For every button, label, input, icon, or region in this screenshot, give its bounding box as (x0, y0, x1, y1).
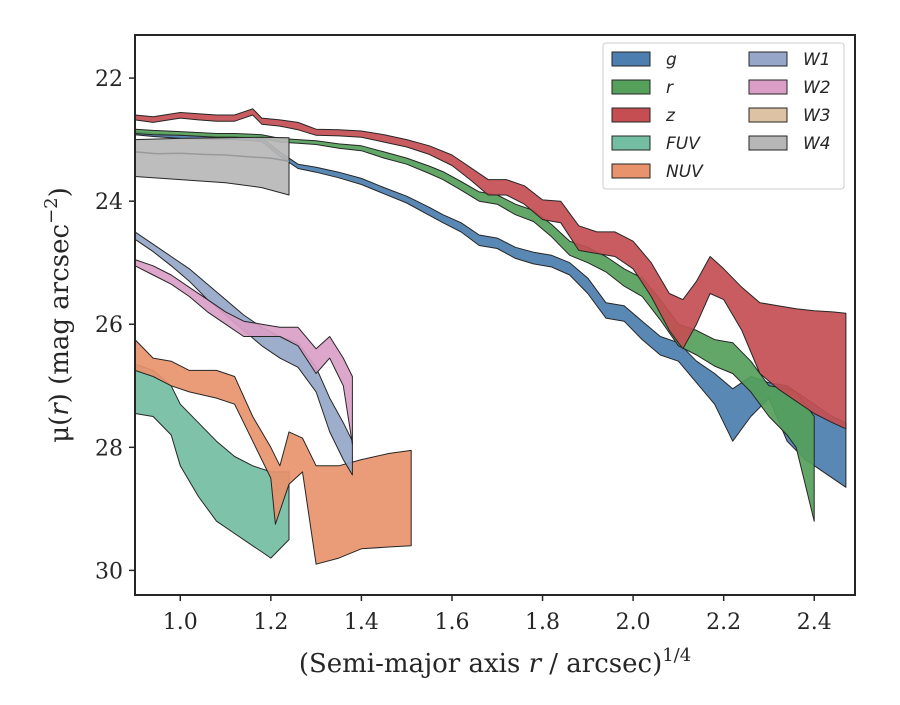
legend-item-z: z (611, 106, 676, 126)
y-tick-label: 26 (95, 313, 123, 338)
legend-item-w4: W4 (748, 134, 831, 154)
y-tick-label: 22 (95, 67, 123, 92)
legend: grz FUV NUV W1 W2 W3 W4 (602, 42, 845, 190)
band-w2 (134, 259, 353, 445)
x-tick-label: 2.4 (797, 610, 832, 635)
legend-swatch (611, 79, 651, 95)
band-g (134, 131, 847, 488)
legend-item-w1: W1 (748, 50, 831, 70)
band-w4-median (134, 151, 290, 162)
legend-label: FUV (666, 134, 701, 154)
x-tick-label: 1.8 (525, 610, 560, 635)
x-tick-label: 1.2 (253, 610, 288, 635)
legend-label: W3 (803, 106, 831, 126)
band-fuv (134, 363, 290, 559)
band-w1 (134, 231, 353, 476)
legend-item-w3: W3 (748, 106, 831, 126)
legend-swatch (611, 163, 651, 179)
x-tick-label: 1.6 (434, 610, 469, 635)
legend-label: g (666, 50, 677, 70)
x-tick-label: 1.0 (163, 610, 198, 635)
y-axis-label: μ(r) (mag arcsec−2) (41, 187, 75, 443)
legend-swatch (611, 135, 651, 151)
legend-label: NUV (666, 162, 704, 182)
y-axis-ticks: 22 24 26 28 30 (95, 67, 135, 584)
legend-swatch (748, 51, 788, 67)
legend-label: z (665, 106, 676, 126)
band-z (134, 108, 847, 430)
legend-item-g: g (611, 50, 677, 70)
series-layer (134, 108, 847, 565)
legend-items: grz FUV NUV W1 W2 W3 W4 (611, 50, 831, 182)
y-tick-label: 24 (95, 190, 123, 215)
x-tick-label: 2.0 (616, 610, 651, 635)
legend-item-nuv: NUV (611, 162, 704, 182)
x-tick-label: 2.2 (706, 610, 741, 635)
legend-label: W2 (803, 78, 831, 98)
legend-item-w2: W2 (748, 78, 831, 98)
plot-frame (134, 34, 856, 596)
legend-swatch (611, 51, 651, 67)
legend-label: W4 (803, 134, 831, 154)
y-tick-label: 30 (95, 559, 123, 584)
legend-item-r: r (611, 78, 674, 98)
legend-swatch (748, 135, 788, 151)
legend-swatch (748, 79, 788, 95)
x-tick-label: 1.4 (344, 610, 379, 635)
legend-label: r (666, 78, 674, 98)
band-w4 (134, 136, 290, 196)
x-axis-ticks: 1.0 1.2 1.4 1.6 1.8 2.0 2.2 2.4 (163, 595, 832, 635)
legend-label: W1 (803, 50, 831, 70)
band-nuv (134, 339, 412, 565)
legend-item-fuv: FUV (611, 134, 701, 154)
y-tick-label: 28 (95, 436, 123, 461)
legend-swatch (611, 107, 651, 123)
x-axis-label: (Semi-major axis r / arcsec)1/4 (299, 645, 691, 679)
legend-swatch (748, 107, 788, 123)
